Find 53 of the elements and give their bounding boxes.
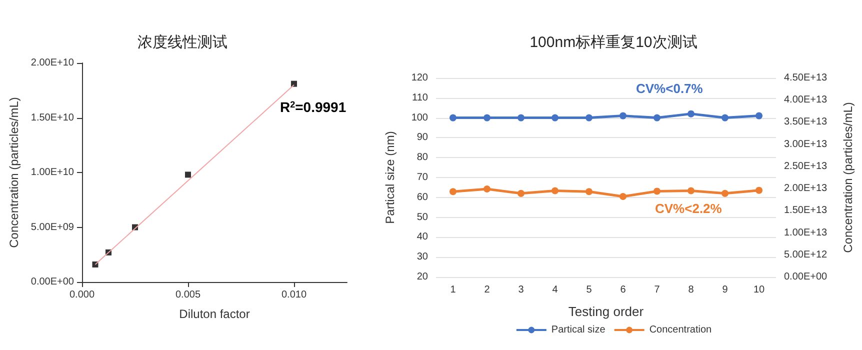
y-tick-label: 60 [416,192,428,203]
point [184,172,191,178]
y-tick-label: 5.00E+09 [30,222,74,233]
x-tick-label: 0.010 [281,290,307,300]
y-axis-title: Partical size (nm) [383,131,397,224]
annotation: CV%<0.7% [636,81,704,96]
y-tick-label: 120 [411,72,428,84]
x-tick-label: 2 [484,284,490,296]
x-tick-label: 9 [722,284,728,296]
x-tick-label: 5 [586,284,592,296]
y2-tick-label: 5.00E+12 [784,249,828,260]
y-tick-label: 70 [416,172,428,183]
x-tick-label: 8 [688,284,694,296]
y2-tick-label: 2.00E+13 [784,183,828,194]
legend-label: Concentration [649,324,712,336]
y-tick-label: 20 [416,272,428,282]
x-tick-label: 4 [552,284,558,296]
x-tick-label: 3 [518,284,524,296]
y2-tick-label: 1.00E+13 [784,227,828,238]
y-tick-label: 40 [416,232,428,243]
x-axis-title: Testing order [568,304,644,319]
y-axis-title: Concentration (particles/mL) [7,97,21,248]
y-tick-label: 50 [416,212,428,223]
x-axis-title: Diluton factor [179,307,250,321]
y2-tick-label: 2.50E+13 [784,160,828,172]
chart-title: 浓度线性测试 [138,34,228,51]
y2-tick-label: 4.50E+13 [784,72,828,84]
y2-tick-label: 0.00E+00 [784,272,828,282]
chart-title: 100nm标样重复10次测试 [530,34,698,51]
annotation: CV%<2.2% [655,201,722,216]
point [92,261,98,268]
point [291,80,297,87]
x-tick-label: 10 [753,284,765,296]
y-tick-label: 2.00E+10 [30,58,74,68]
x-tick-label: 0.000 [69,290,95,300]
y-tick-label: 80 [416,152,428,164]
legend-label: Partical size [551,324,606,336]
y-tick-label: 0.00E+00 [30,276,74,288]
y2-axis-title: Concentration (particles/mL) [841,102,855,253]
y2-tick-label: 4.00E+13 [784,94,828,106]
y-tick-label: 1.00E+10 [30,167,74,178]
y-tick-label: 100 [411,112,428,124]
x-tick-label: 0.005 [175,290,201,300]
x-tick-label: 1 [450,284,456,296]
y2-tick-label: 3.50E+13 [784,116,828,128]
y-tick-label: 90 [416,132,428,144]
x-tick-label: 6 [620,284,626,296]
y-tick-label: 1.50E+10 [30,112,74,124]
y2-tick-label: 1.50E+13 [784,205,828,216]
y-tick-label: 110 [412,92,428,104]
y-tick-label: 30 [416,252,428,263]
x-tick-label: 7 [654,284,660,296]
y2-tick-label: 3.00E+13 [784,138,828,150]
